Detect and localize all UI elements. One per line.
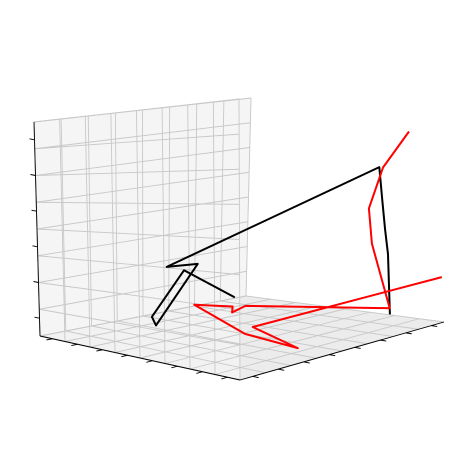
series-line-1 (150, 166, 391, 327)
right-wall-gridline-u (219, 100, 225, 302)
floor-gridline-u (245, 295, 445, 323)
z-tick (32, 245, 38, 248)
plot-area (150, 130, 443, 350)
z-tick (34, 316, 40, 319)
axis-lines (33, 121, 445, 381)
x-tick (380, 339, 387, 342)
y-tick (221, 376, 228, 380)
right-wall-gridline-u (245, 97, 252, 297)
x-tick (354, 346, 361, 349)
right-wall-gridline-u (194, 103, 198, 307)
floor-gridline-v (114, 305, 321, 353)
left-wall-gridline-w (36, 228, 240, 240)
right-wall-gridline-w (34, 122, 251, 150)
y-tick (46, 338, 53, 341)
left-wall-gridline-w (36, 201, 240, 205)
y-tick (96, 349, 103, 352)
right-wall-gridline-u (168, 106, 171, 312)
x-tick (278, 368, 285, 371)
left-wall-gridline-w (35, 168, 240, 176)
y-tick (171, 365, 178, 369)
right-wall-gridline-w (35, 147, 250, 176)
series-line-2 (193, 130, 443, 350)
left-wall-gridline-v (84, 116, 91, 348)
z-tick (33, 281, 39, 283)
floor-gridline-u (168, 310, 368, 345)
x-tick (405, 332, 412, 335)
z-tick (31, 209, 37, 212)
tick-marks (29, 138, 438, 380)
right-wall-gridline-w (36, 196, 249, 230)
left-wall-gridline-v (59, 119, 66, 342)
floor-gridline-v (89, 302, 296, 348)
y-tick (71, 343, 78, 346)
floor-gridline-v (64, 298, 271, 342)
left-wall-gridline-w (34, 133, 240, 150)
right-wall-gridline-w (33, 97, 252, 123)
x-axis-line (239, 321, 445, 381)
z-tick (29, 138, 35, 141)
y-tick (121, 354, 128, 358)
z-axis-line (33, 121, 41, 337)
x-tick (431, 325, 438, 327)
y-tick (146, 360, 153, 363)
z-tick (30, 174, 36, 176)
left-wall-gridline-v (110, 113, 116, 353)
floor-gridline-v (39, 295, 247, 337)
y-axis-line (39, 335, 241, 381)
floor-gridline-u (194, 305, 394, 337)
x-tick (329, 354, 336, 357)
y-tick (196, 371, 203, 374)
x-tick (303, 361, 310, 364)
right-wall-gridline-w (36, 171, 250, 203)
x-tick (252, 375, 259, 379)
